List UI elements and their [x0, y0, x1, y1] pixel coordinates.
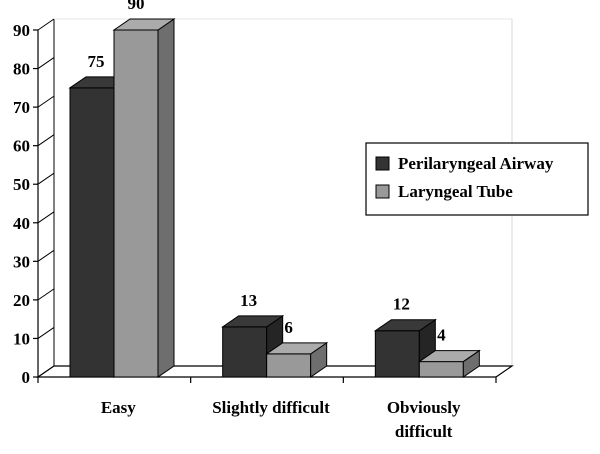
data-label: 90 — [128, 0, 145, 13]
bar-front — [374, 330, 420, 378]
y-tick-depth — [37, 211, 55, 224]
y-tick-depth — [37, 95, 55, 108]
data-label: 75 — [88, 52, 105, 71]
category-label: difficult — [395, 422, 453, 441]
data-label: 13 — [240, 291, 257, 310]
y-tick-depth — [37, 134, 55, 147]
y-tick-label: 80 — [13, 60, 30, 79]
bar — [417, 349, 481, 378]
bar-front — [113, 29, 159, 378]
category-label: Obviously — [387, 398, 461, 417]
bar-top — [221, 315, 285, 328]
y-tick-depth — [37, 172, 55, 185]
category-labels: Easy Slightly difficult Obviously difficult — [101, 398, 461, 441]
y-tick-depth — [37, 249, 55, 262]
y-tick-label: 40 — [13, 214, 30, 233]
y-tick-label: 50 — [13, 175, 30, 194]
y-tick-label: 70 — [13, 98, 30, 117]
category-label: Slightly difficult — [212, 398, 330, 417]
bar-top — [265, 342, 329, 355]
data-labels: 75 90 13 6 12 4 — [88, 0, 447, 345]
legend-box — [365, 142, 589, 216]
y-tick-label: 20 — [13, 291, 30, 310]
data-label: 6 — [284, 318, 293, 337]
bar-top — [417, 350, 481, 363]
category-label: Easy — [101, 398, 136, 417]
y-tick-label: 60 — [13, 137, 30, 156]
legend-label: Perilaryngeal Airway — [398, 154, 554, 173]
y-tick-depth — [37, 327, 55, 339]
y-tick-label: 10 — [13, 329, 30, 348]
legend-label: Laryngeal Tube — [398, 182, 513, 201]
legend: Perilaryngeal Airway Laryngeal Tube — [365, 142, 589, 216]
y-tick-label: 30 — [13, 252, 30, 271]
bar-side — [157, 18, 175, 378]
data-label: 12 — [393, 295, 410, 314]
bar-top — [112, 18, 176, 31]
bars — [68, 18, 481, 378]
bar-front — [266, 353, 312, 378]
y-tick-depth — [37, 288, 55, 301]
y-tick-label: 0 — [22, 368, 31, 387]
data-label: 4 — [437, 326, 446, 345]
bar-front — [69, 87, 115, 378]
y-tick-label: 90 — [13, 21, 30, 40]
bar-top — [373, 319, 437, 332]
legend-swatch — [375, 184, 390, 199]
y-tick-depth — [37, 57, 55, 69]
y-axis: 0 10 20 30 40 50 60 70 80 90 — [13, 18, 55, 387]
y-tick-depth — [37, 18, 55, 31]
legend-swatch — [375, 156, 390, 171]
bar-front — [418, 361, 464, 378]
bar — [265, 341, 329, 378]
bar — [112, 18, 176, 378]
bar-front — [222, 326, 268, 378]
